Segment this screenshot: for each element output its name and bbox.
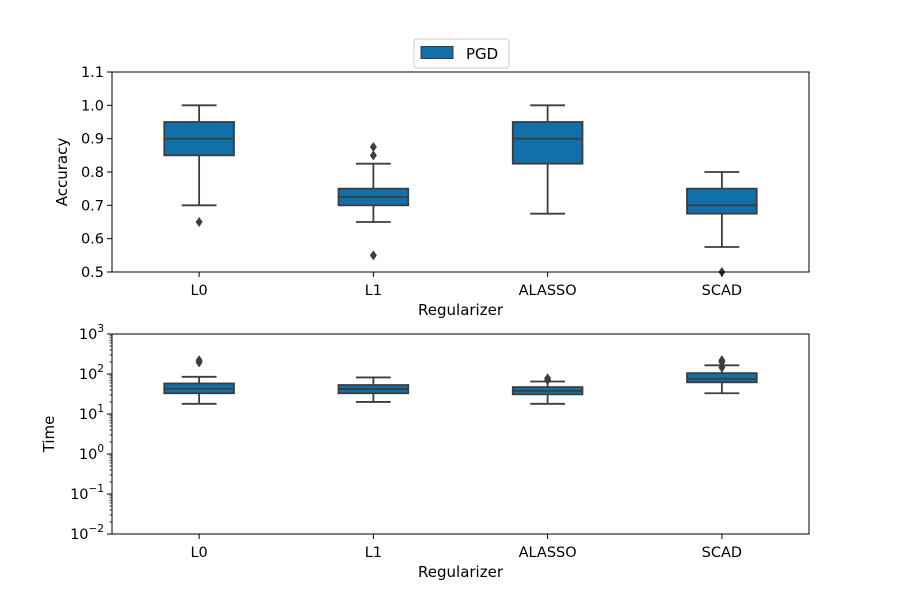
flier-point: [369, 150, 377, 161]
flier-point: [718, 355, 726, 366]
y-tick-label: 1.1: [81, 65, 104, 81]
x-tick-label-alasso: ALASSO: [519, 545, 577, 561]
y-tick-label: 0.5: [81, 265, 104, 281]
y-tick-label: 0.8: [81, 165, 104, 181]
flier-point: [369, 142, 377, 152]
box-alasso: [511, 373, 584, 405]
accuracy-boxplot: 0.5 0.6 0.7 0.8 0.9 1.0 1.1 L0 L1 ALASSO SCAD Regul…: [53, 65, 810, 319]
box-l1: [337, 142, 410, 261]
x-tick-label-scad: SCAD: [702, 545, 742, 561]
box-iqr: [511, 121, 584, 165]
flier-point: [718, 362, 726, 373]
y-tick-label: 100: [79, 443, 104, 463]
y-tick-label: 10−2: [70, 523, 104, 543]
flier-point: [544, 373, 552, 384]
flier-point: [195, 217, 203, 227]
legend: PGD: [413, 38, 510, 69]
flier-point: [195, 355, 203, 366]
y-axis-label: Accuracy: [53, 138, 71, 207]
y-tick-label: 103: [79, 323, 104, 343]
box-iqr: [686, 372, 758, 384]
box-l1: [337, 376, 410, 403]
plot-frame: [111, 333, 810, 535]
y-tick-label: 102: [79, 363, 104, 383]
box-iqr: [686, 187, 758, 215]
y-axis-label: Time: [40, 416, 58, 454]
x-tick-label-l1: L1: [365, 545, 382, 561]
box-l0: [163, 355, 235, 405]
legend-swatch-pgd: [420, 46, 454, 59]
y-tick-label: 0.7: [81, 198, 104, 214]
box-l0: [163, 104, 235, 227]
x-axis-label: Regularizer: [418, 301, 504, 319]
y-tick-label: 0.9: [81, 132, 104, 148]
legend-label-pgd: PGD: [466, 45, 498, 63]
x-axis-label: Regularizer: [418, 563, 504, 581]
x-tick-label-l1: L1: [365, 283, 382, 299]
box-scad: [686, 171, 758, 277]
time-boxplot: 10−2 10−1 100 101 102 103 L0 L1 ALASSO SCAD Regula…: [40, 323, 810, 581]
x-tick-label-l0: L0: [190, 545, 207, 561]
plot-frame: [111, 71, 810, 273]
x-tick-label-l0: L0: [190, 283, 207, 299]
box-scad: [686, 355, 758, 395]
y-tick-label: 0.6: [81, 232, 104, 248]
y-tick-label: 101: [79, 403, 104, 423]
x-tick-label-scad: SCAD: [702, 283, 742, 299]
y-tick-label: 1.0: [81, 98, 104, 114]
x-tick-label-alasso: ALASSO: [519, 283, 577, 299]
box-alasso: [511, 104, 584, 215]
flier-point: [369, 250, 377, 261]
y-tick-label: 10−1: [70, 483, 104, 503]
